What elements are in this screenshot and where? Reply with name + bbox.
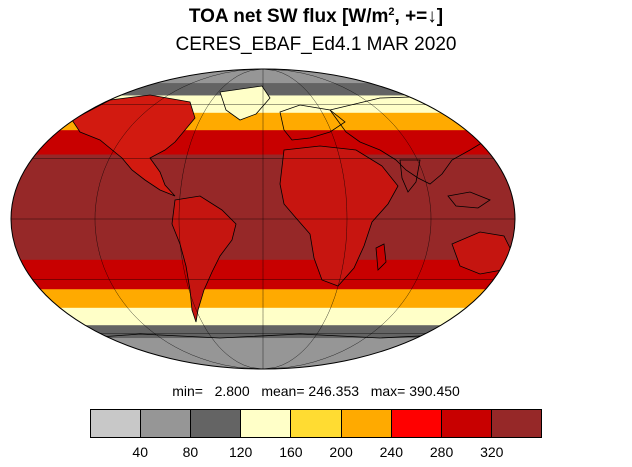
colorbar-swatch <box>491 410 541 437</box>
map-subtitle: CERES_EBAF_Ed4.1 MAR 2020 <box>175 34 457 55</box>
colorbar-swatch <box>391 410 442 437</box>
colorbar-tick-label: 240 <box>379 444 404 460</box>
colorbar-swatch <box>241 410 292 437</box>
globe-outline <box>10 68 516 370</box>
map-title: TOA net SW flux [W/m2, +=↓] <box>188 6 444 27</box>
graticule-meridian <box>178 69 264 369</box>
colorbar-tick-label: 160 <box>279 444 303 460</box>
graticule <box>11 69 515 369</box>
colorbar <box>90 409 542 438</box>
flux-field <box>11 69 515 369</box>
colorbar-swatch <box>141 410 192 437</box>
colorbar-tick-label: 120 <box>228 444 253 460</box>
colorbar-tick-label: 200 <box>329 444 353 460</box>
colorbar-tick-label: 280 <box>429 444 454 460</box>
graticule-meridian <box>262 69 348 369</box>
colorbar-swatch <box>441 410 492 437</box>
graticule-meridian <box>94 69 264 369</box>
continent-outlines <box>59 85 513 341</box>
colorbar-tick-label: 40 <box>132 444 149 460</box>
colorbar-swatch <box>191 410 242 437</box>
colorbar-ticks: 40 80 120 160 200 240 280 320 <box>90 444 542 464</box>
colorbar-swatch <box>91 410 142 437</box>
statistics-line: min= 2.800 mean= 246.353 max= 390.450 <box>172 383 460 399</box>
graticule-meridian <box>262 69 432 369</box>
colorbar-tick-label: 80 <box>182 444 199 460</box>
colorbar-swatch <box>341 410 392 437</box>
colorbar-swatch <box>291 410 342 437</box>
colorbar-tick-label: 320 <box>480 444 504 460</box>
